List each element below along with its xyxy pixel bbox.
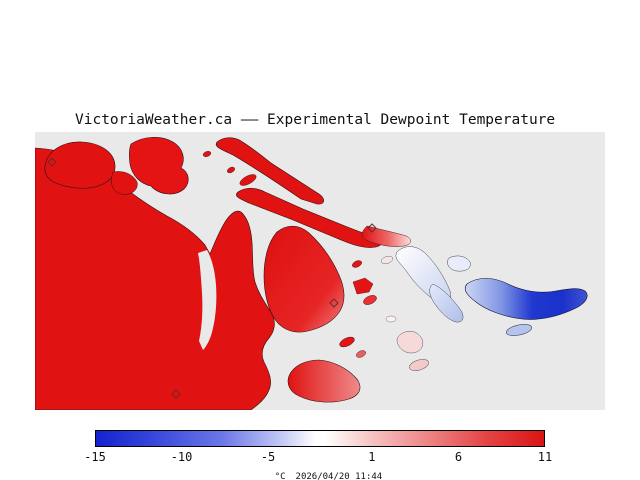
footer-line: °C 2026/04/20 11:44: [253, 462, 383, 480]
islet: [352, 277, 374, 295]
colorbar-tick: -15: [84, 450, 106, 464]
islet: [352, 260, 362, 268]
island-middle: [263, 225, 345, 333]
island-northwest: [44, 141, 116, 189]
colorbar-tick: 1: [368, 450, 376, 464]
islet: [239, 174, 257, 186]
islet: [356, 350, 366, 358]
islet-cold: [505, 324, 533, 336]
islands-transition-3: [447, 255, 471, 272]
timestamp-label: 2026/04/20 11:44: [295, 472, 383, 480]
island-northwest-tail: [111, 171, 138, 195]
islet-pale: [381, 255, 393, 265]
islet: [339, 336, 355, 348]
island-south: [287, 359, 361, 403]
colorbar-ticks: -15 -10 -5 1 6 11: [84, 450, 552, 466]
station-marker: [329, 298, 339, 308]
landmass-east-cold: [464, 278, 588, 320]
station-marker: [47, 157, 57, 167]
islet: [363, 295, 377, 305]
islands-transition-2: [429, 283, 464, 323]
islet-pink: [409, 359, 429, 371]
page-title: VictoriaWeather.ca —— Experimental Dewpo…: [75, 112, 556, 128]
colorbar-tick: 6: [454, 450, 463, 464]
colorbar-tick: -10: [170, 450, 193, 464]
colorbar-tick: -5: [260, 450, 276, 464]
station-markers: [47, 157, 377, 399]
islet: [202, 151, 212, 157]
map-canvas: [35, 132, 605, 410]
islet: [227, 166, 235, 174]
temperature-colorbar: [95, 430, 545, 447]
island-chain-fading-tip: [361, 225, 411, 247]
islet-pale: [385, 315, 397, 323]
island-chain-upper: [215, 137, 324, 205]
station-marker: [171, 389, 181, 399]
unit-label: °C: [274, 472, 286, 480]
station-marker: [367, 223, 377, 233]
weather-map: [35, 132, 605, 410]
islands-transition-pink: [396, 331, 424, 354]
inlet-water: [198, 250, 217, 350]
island-north-middle: [129, 137, 189, 195]
colorbar-tick: 11: [537, 450, 553, 464]
